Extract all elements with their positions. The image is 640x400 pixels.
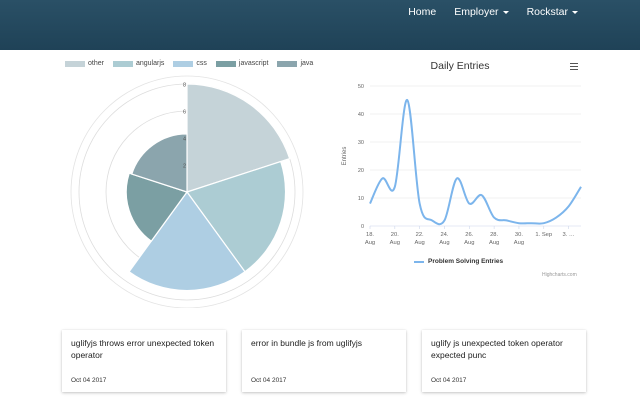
x-tick-label: Aug [514,240,524,246]
polar-tick-label: 2 [183,164,186,170]
x-tick-label: 1. Sep [535,232,552,238]
nav-rockstar-dropdown[interactable]: Rockstar [527,6,578,18]
x-tick-label: Aug [464,240,474,246]
data-point[interactable] [418,202,422,206]
data-point[interactable] [380,176,384,180]
line-chart-legend-item[interactable]: Problem Solving Entries [414,258,503,265]
question-card[interactable]: uglify js unexpected token operator expe… [422,330,586,392]
chart-credits-link[interactable]: Highcharts.com [542,272,577,278]
card-date: Oct 04 2017 [71,377,107,384]
polar-chart-legend: other angularjs css javascript java [65,60,313,67]
question-card[interactable]: error in bundle js from uglifyjs Oct 04 … [242,330,406,392]
polar-slice-css[interactable] [128,190,246,292]
legend-swatch [215,60,236,67]
daily-entries-chart: 0 10 20 30 40 50 Entries 18. Aug 20. Aug 22. Aug 24. A… [336,54,590,282]
y-tick-label: 10 [358,196,364,202]
legend-label: css [196,60,207,67]
nav-employer-label: Employer [454,6,499,18]
question-card[interactable]: uglifyjs throws error unexpected token o… [62,330,226,392]
legend-label: angularjs [135,60,165,67]
y-tick-label: 30 [358,140,364,146]
data-point[interactable] [505,218,509,222]
x-tick-label: 20. [391,232,399,238]
data-point[interactable] [405,98,409,102]
data-point[interactable] [579,185,583,189]
x-tick-label: Aug [390,240,400,246]
legend-swatch [112,60,133,67]
x-tick-label: Aug [489,240,499,246]
tags-polar-chart: 8 6 4 2 other angularjs css javascript java [60,58,330,308]
polar-slice-javascript[interactable] [125,172,188,242]
x-tick-label: 26. [465,232,473,238]
card-date: Oct 04 2017 [251,377,287,384]
nav-menu: Home Employer Rockstar [408,0,578,24]
x-tick-label: 22. [416,232,424,238]
legend-label: javascript [238,60,269,67]
card-title: uglify js unexpected token operator expe… [431,338,563,360]
legend-label: java [300,60,314,67]
polar-tick-label: 4 [183,137,186,143]
legend-item-java[interactable]: java [277,60,313,67]
legend-swatch [65,60,85,67]
legend-item-angularjs[interactable]: angularjs [112,60,165,67]
polar-slice-other[interactable] [186,83,291,193]
x-tick-label: Aug [439,240,449,246]
y-tick-label: 40 [358,112,364,118]
data-point[interactable] [480,193,484,197]
polar-slice-angularjs[interactable] [186,160,287,273]
data-point[interactable] [567,204,571,208]
polar-chart-plot: 8 6 4 2 [70,75,304,308]
data-point[interactable] [529,221,533,225]
legend-swatch [277,60,298,67]
data-point[interactable] [492,216,496,220]
y-tick-label: 20 [358,168,364,174]
caret-down-icon [572,11,578,14]
top-navbar: Home Employer Rockstar [0,0,640,50]
x-tick-label: 18. [366,232,374,238]
legend-item-javascript[interactable]: javascript [215,60,269,67]
data-point[interactable] [430,218,434,222]
polar-tick-label: 8 [183,83,186,89]
data-point[interactable] [442,218,446,222]
legend-label: Problem Solving Entries [428,258,504,265]
line-chart-plot: 0 10 20 30 40 50 Entries 18. Aug 20. Aug 22. Aug 24. A… [342,84,583,246]
x-tick-label: 28. [490,232,498,238]
data-point[interactable] [542,221,546,225]
x-tick-label: 24. [440,232,448,238]
polar-slice-java[interactable] [131,133,188,193]
y-tick-label: 0 [361,224,364,230]
nav-employer-dropdown[interactable]: Employer [454,6,509,18]
nav-home-label: Home [408,6,437,18]
data-point[interactable] [455,176,459,180]
card-title: uglifyjs throws error unexpected token o… [71,338,215,360]
data-point[interactable] [393,185,397,189]
legend-item-css[interactable]: css [173,60,207,67]
data-point[interactable] [517,221,521,225]
y-axis-title: Entries [342,147,348,166]
series-line-problem-solving-entries[interactable] [369,98,582,226]
legend-swatch [173,60,194,67]
caret-down-icon [502,11,509,14]
y-tick-label: 50 [358,84,364,90]
card-date: Oct 04 2017 [431,377,467,384]
legend-item-other[interactable]: other [65,60,104,67]
x-tick-label: Aug [414,240,424,246]
chart-menu-icon[interactable] [570,63,578,71]
nav-home-link[interactable]: Home [408,6,436,18]
polar-pane-border [70,75,304,308]
x-tick-label: 30. [515,232,523,238]
data-point[interactable] [368,202,372,206]
polar-tick-label: 6 [183,110,186,116]
nav-rockstar-label: Rockstar [526,6,568,18]
x-tick-label: Aug [365,240,375,246]
card-title: error in bundle js from uglifyjs [251,338,363,348]
data-point[interactable] [467,202,471,206]
x-tick-label: 3. … [562,232,574,238]
legend-line-swatch [414,260,424,263]
data-point[interactable] [554,216,558,220]
chart-title: Daily Entries [430,60,490,72]
legend-label: other [88,60,104,67]
